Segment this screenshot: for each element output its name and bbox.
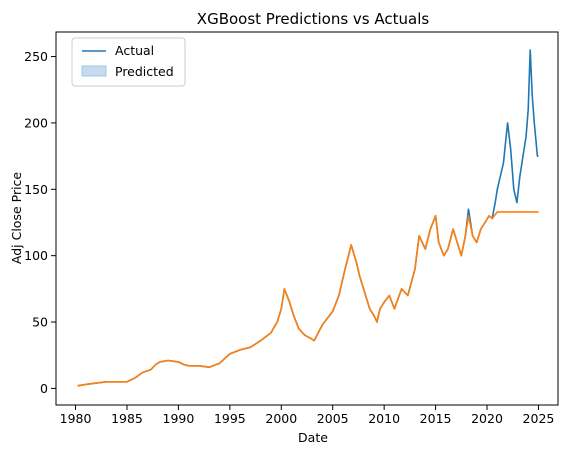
x-axis: 1980 1985 1990 1995 2000 2005 2010 2015 2020 2025 (60, 405, 555, 426)
plot-frame (55, 31, 559, 406)
x-axis-label: Date (298, 430, 328, 445)
series-layer (77, 49, 539, 387)
x-tick-label: 2020 (471, 411, 503, 426)
legend-swatch-predicted (81, 65, 107, 77)
chart-title: XGBoost Predictions vs Actuals (197, 10, 430, 28)
x-tick-label: 1980 (60, 411, 92, 426)
y-tick-label: 0 (40, 381, 48, 396)
y-tick-label: 250 (24, 49, 48, 64)
x-tick-label: 2015 (420, 411, 452, 426)
y-tick-label: 200 (24, 115, 48, 130)
y-tick-label: 50 (32, 315, 48, 330)
x-tick-label: 2010 (368, 411, 400, 426)
y-axis-label: Adj Close Price (9, 172, 24, 265)
legend-label-actual: Actual (115, 43, 154, 58)
legend: Actual Predicted (71, 37, 186, 87)
y-tick-label: 150 (24, 182, 48, 197)
x-tick-label: 2025 (523, 411, 555, 426)
y-tick-label: 100 (24, 248, 48, 263)
x-tick-label: 1985 (111, 411, 143, 426)
plot-area (55, 31, 559, 406)
x-tick-label: 1995 (214, 411, 246, 426)
series-predicted-line (77, 211, 539, 387)
x-tick-label: 1990 (163, 411, 195, 426)
y-axis: 0 50 100 150 200 250 (24, 49, 56, 396)
legend-label-predicted: Predicted (115, 64, 174, 79)
x-tick-label: 2000 (265, 411, 297, 426)
x-tick-label: 2005 (317, 411, 349, 426)
